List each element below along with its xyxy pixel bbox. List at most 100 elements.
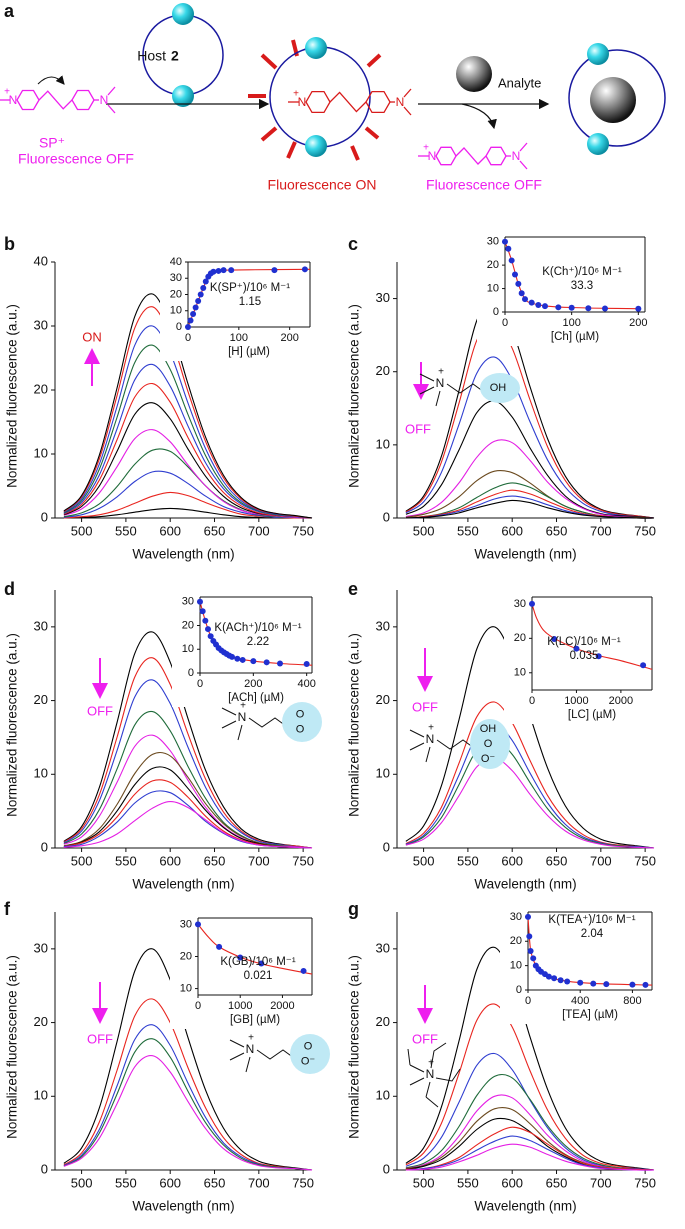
x-tick-label: 500 bbox=[71, 1175, 93, 1190]
binding-constant: 2.04 bbox=[581, 928, 604, 940]
spectrum bbox=[405, 439, 655, 519]
analyte-label: Analyte bbox=[498, 75, 541, 90]
data-point bbox=[568, 304, 575, 311]
fit-curve bbox=[531, 603, 653, 670]
data-point bbox=[237, 954, 244, 961]
annotation: K(ACh⁺)/10⁶ M⁻¹ bbox=[214, 622, 301, 634]
y-tick-label: 30 bbox=[180, 918, 192, 930]
data-point bbox=[522, 296, 528, 303]
spectrum bbox=[63, 998, 313, 1171]
x-tick-label: 1000 bbox=[564, 695, 588, 707]
x-tick-label: 600 bbox=[159, 1175, 181, 1190]
group-label: O bbox=[484, 738, 493, 750]
bond bbox=[425, 1096, 439, 1108]
binding-constant: 0.021 bbox=[244, 970, 273, 982]
x-tick-label: 650 bbox=[546, 523, 568, 538]
spectrum bbox=[63, 507, 312, 519]
highlight bbox=[480, 373, 520, 403]
bond bbox=[403, 106, 412, 116]
data-point bbox=[590, 980, 597, 987]
bond bbox=[245, 1056, 251, 1073]
inset-x-title: [Ch] (µM) bbox=[551, 331, 599, 343]
charge-label: + bbox=[428, 723, 434, 734]
y-tick-label: 10 bbox=[487, 282, 499, 294]
vinyl bbox=[329, 91, 367, 113]
y-axis-title: Normalized fluorescence (a.u.) bbox=[5, 304, 20, 488]
data-point bbox=[528, 299, 535, 306]
atom-label: N bbox=[298, 95, 307, 109]
x-tick-label: 750 bbox=[634, 1175, 656, 1190]
data-point bbox=[635, 305, 642, 312]
y-tick-label: 20 bbox=[510, 935, 522, 947]
ring bbox=[71, 89, 95, 111]
inset-background bbox=[504, 591, 656, 724]
x-tick-label: 200 bbox=[244, 678, 262, 690]
host-ring bbox=[269, 46, 371, 148]
spectrum bbox=[405, 356, 655, 519]
atom-label: N bbox=[100, 93, 109, 107]
host-ring bbox=[568, 49, 666, 147]
y-tick-label: 20 bbox=[376, 1014, 390, 1029]
x-tick-label: 500 bbox=[413, 853, 435, 868]
data-point bbox=[271, 267, 278, 274]
y-tick-label: 20 bbox=[514, 632, 526, 644]
x-tick-label: 2000 bbox=[609, 695, 633, 707]
data-point bbox=[573, 645, 580, 652]
bond bbox=[221, 707, 237, 716]
x-tick-label: 750 bbox=[634, 523, 656, 538]
bond bbox=[229, 1052, 245, 1061]
state-label: Fluorescence ON bbox=[268, 177, 377, 193]
scheme: a Host 2 SP⁺ Fluorescence OFF Fluorescen… bbox=[4, 1, 666, 193]
data-point bbox=[603, 981, 610, 988]
atom-label: N bbox=[238, 710, 247, 724]
data-point bbox=[518, 290, 525, 297]
bond bbox=[519, 142, 528, 152]
bond bbox=[425, 746, 431, 763]
spectrum bbox=[63, 363, 313, 519]
curl-arrow bbox=[37, 75, 65, 85]
host-ball bbox=[305, 135, 327, 157]
y-tick-label: 20 bbox=[376, 692, 390, 707]
data-point bbox=[220, 267, 227, 274]
y-tick-label: 20 bbox=[34, 381, 48, 396]
x-tick-label: 1000 bbox=[228, 1000, 252, 1012]
x-tick-label: 0 bbox=[529, 695, 535, 707]
state-label: Fluorescence OFF bbox=[18, 151, 134, 167]
bond bbox=[436, 739, 475, 750]
data-point bbox=[629, 981, 636, 988]
x-tick-label: 500 bbox=[413, 523, 435, 538]
atom-label: N bbox=[426, 1067, 435, 1081]
annotation: K(SP⁺)/10⁶ M⁻¹ bbox=[210, 282, 290, 294]
x-tick-label: 800 bbox=[623, 995, 641, 1007]
data-point bbox=[508, 257, 515, 264]
x-tick-label: 700 bbox=[248, 523, 270, 538]
bond bbox=[107, 104, 116, 114]
charge-label: + bbox=[423, 143, 429, 154]
data-point bbox=[301, 266, 308, 273]
host-ball bbox=[172, 85, 194, 107]
spectrum bbox=[63, 679, 313, 849]
inset-x-title: [ACh] (µM) bbox=[228, 692, 284, 704]
atom-label: N bbox=[246, 1042, 255, 1056]
data-point bbox=[557, 977, 564, 984]
annotation: K(GB)/10⁶ M⁻¹ bbox=[220, 956, 296, 968]
panel: g 0 10 20 30 500 550 600 650 700 750 Wavelength (nm… bbox=[347, 899, 656, 1214]
data-point bbox=[250, 658, 257, 665]
panel-letter: c bbox=[348, 234, 358, 254]
y-tick-label: 0 bbox=[176, 321, 182, 333]
spectrum bbox=[63, 801, 313, 849]
data-point bbox=[190, 311, 197, 317]
x-tick-label: 100 bbox=[230, 332, 248, 344]
data-point bbox=[228, 267, 235, 274]
y-tick-label: 20 bbox=[182, 619, 194, 631]
x-tick-label: 650 bbox=[546, 1175, 568, 1190]
host-ball bbox=[305, 37, 327, 59]
x-tick-label: 500 bbox=[413, 1175, 435, 1190]
inset-x-title: [H] (µM) bbox=[228, 346, 270, 358]
bond bbox=[446, 383, 485, 394]
y-tick-label: 30 bbox=[514, 598, 526, 610]
data-point bbox=[545, 973, 552, 980]
panel-letter: a bbox=[4, 1, 15, 21]
data-point bbox=[263, 659, 270, 666]
y-axis-title: Normalized fluorescence (a.u.) bbox=[347, 304, 362, 488]
